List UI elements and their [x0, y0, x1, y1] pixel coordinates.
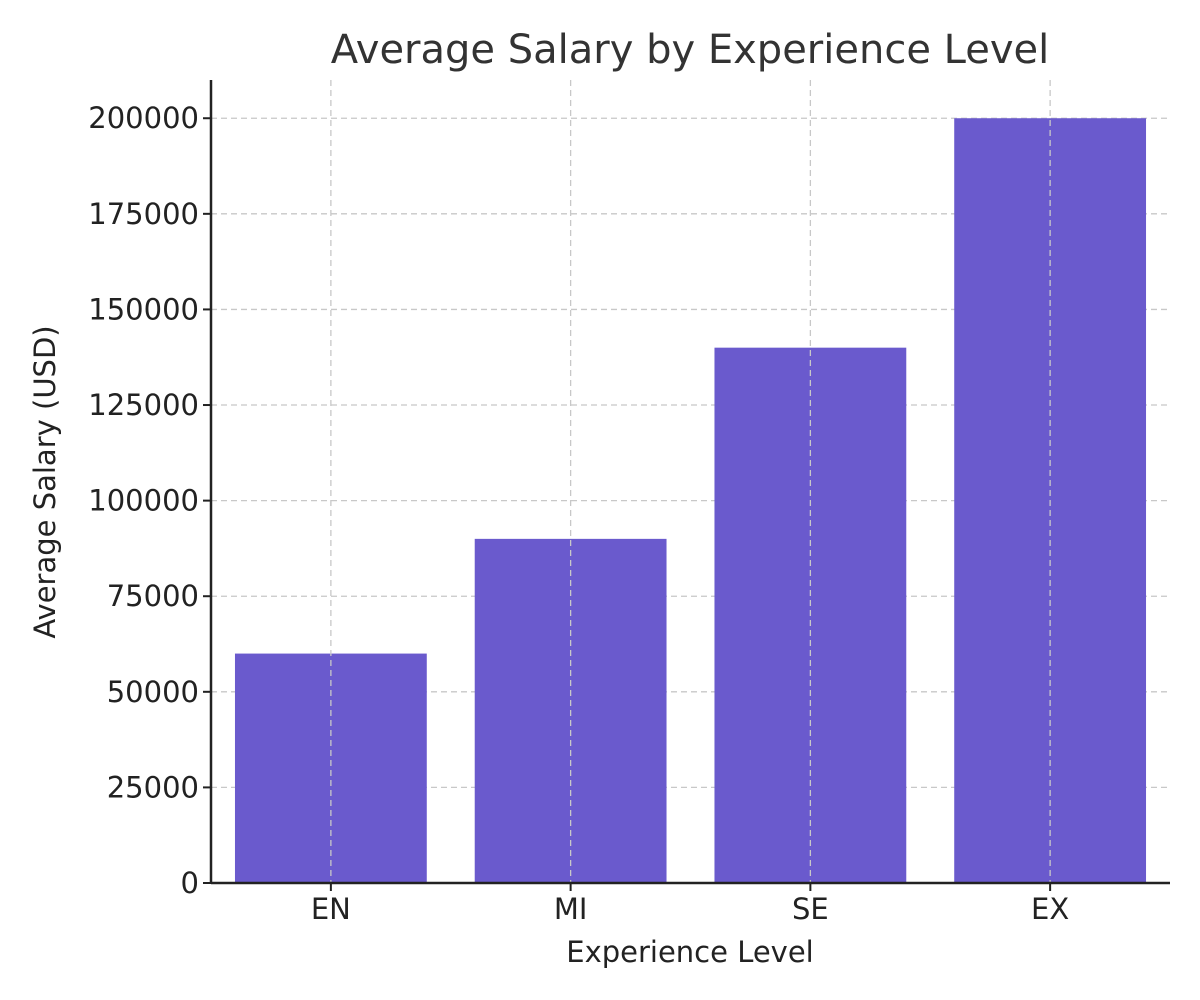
- x-tick-label: EN: [311, 892, 351, 926]
- vertical-grid-layer: [330, 80, 1051, 883]
- y-tick-label: 125000: [88, 388, 199, 422]
- x-tick-label: MI: [554, 892, 588, 926]
- tick-layer: 0 25000 50000 75000 100000 125000 150000 175000…: [88, 101, 1069, 926]
- y-tick-label: 50000: [107, 675, 199, 709]
- bar-en: [234, 653, 427, 883]
- y-tick-label: 175000: [88, 197, 199, 231]
- y-tick-label: 0: [181, 866, 199, 900]
- y-tick-label: 25000: [107, 770, 199, 804]
- x-tick-label: SE: [792, 892, 829, 926]
- y-axis-label: Average Salary (USD): [28, 325, 62, 638]
- y-tick-label: 75000: [107, 579, 199, 613]
- y-tick-label: 100000: [88, 484, 199, 518]
- x-axis-label: Experience Level: [566, 935, 814, 969]
- y-tick-label: 150000: [88, 292, 199, 326]
- y-tick-label: 200000: [88, 101, 199, 135]
- chart-title: Average Salary by Experience Level: [331, 27, 1049, 73]
- x-tick-label: EX: [1031, 892, 1069, 926]
